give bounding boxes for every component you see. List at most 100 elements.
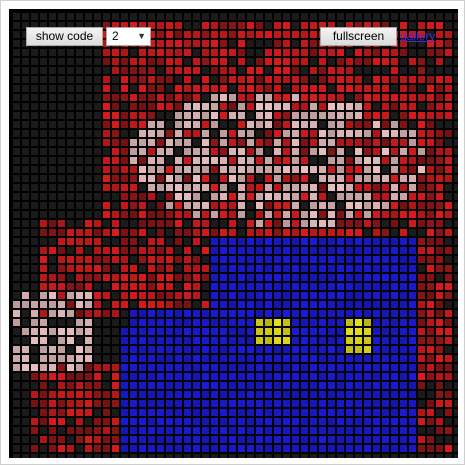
mosaic-tile-empty: [49, 256, 56, 263]
mosaic-tile-blue: [400, 337, 407, 344]
mosaic-tile-empty: [454, 184, 458, 191]
mosaic-tile-red: [157, 94, 164, 101]
mosaic-tile-red: [274, 49, 281, 56]
mosaic-tile-red: [256, 139, 263, 146]
mosaic-tile-red: [130, 283, 137, 290]
mosaic-tile-blue: [319, 445, 326, 452]
mosaic-tile-pink: [175, 130, 182, 137]
mosaic-tile-pink: [247, 157, 254, 164]
mosaic-tile-blue: [328, 346, 335, 353]
mosaic-tile-dark-red: [256, 58, 263, 65]
mosaic-tile-red: [355, 49, 362, 56]
mosaic-tile-empty: [454, 175, 458, 182]
mosaic-tile-empty: [58, 319, 65, 326]
mosaic-tile-blue: [310, 265, 317, 272]
mosaic-tile-blue: [400, 355, 407, 362]
mosaic-tile-pink: [85, 301, 92, 308]
mosaic-tile-blue: [373, 283, 380, 290]
mosaic-tile-red: [94, 292, 101, 299]
mosaic-tile-blue: [301, 373, 308, 380]
mosaic-tile-pink: [274, 148, 281, 155]
mosaic-tile-empty: [157, 193, 164, 200]
mosaic-tile-empty: [13, 94, 20, 101]
mosaic-tile-blue: [265, 418, 272, 425]
mosaic-tile-blue: [238, 400, 245, 407]
mosaic-tile-pink: [130, 139, 137, 146]
mosaic-tile-empty: [31, 94, 38, 101]
mosaic-tile-red: [310, 31, 317, 38]
mosaic-tile-dark-red: [31, 427, 38, 434]
mosaic-tile-empty: [364, 76, 371, 83]
mosaic-tile-dark-red: [427, 292, 434, 299]
mosaic-tile-blue: [355, 247, 362, 254]
mosaic-tile-empty: [265, 148, 272, 155]
mosaic-tile-red: [193, 67, 200, 74]
mosaic-tile-blue: [400, 274, 407, 281]
mosaic-tile-yellow: [346, 337, 353, 344]
mode-select[interactable]: 2 ▼: [106, 27, 151, 46]
mosaic-tile-dark-red: [49, 436, 56, 443]
mosaic-tile-empty: [85, 157, 92, 164]
mosaic-tile-empty: [67, 346, 74, 353]
mosaic-tile-red: [202, 121, 209, 128]
mosaic-tile-red: [247, 85, 254, 92]
mosaic-tile-empty: [40, 202, 47, 209]
mosaic-tile-red: [256, 31, 263, 38]
mosaic-tile-red: [67, 391, 74, 398]
mosaic-tile-empty: [400, 220, 407, 227]
mosaic-tile-blue: [283, 355, 290, 362]
mosaic-tile-blue: [409, 337, 416, 344]
mosaic-tile-empty: [40, 94, 47, 101]
mosaic-tile-pink: [184, 193, 191, 200]
mosaic-tile-empty: [76, 58, 83, 65]
mosaic-tile-pink: [22, 292, 29, 299]
mosaic-tile-dark-red: [157, 202, 164, 209]
mosaic-tile-red: [283, 121, 290, 128]
fullscreen-button[interactable]: fullscreen: [320, 27, 397, 46]
mosaic-tile-dark-red: [103, 265, 110, 272]
mosaic-tile-blue: [283, 445, 290, 452]
mosaic-tile-blue: [328, 373, 335, 380]
mosaic-tile-dark-red: [346, 157, 353, 164]
mosaic-tile-empty: [112, 265, 119, 272]
mosaic-tile-pink: [391, 121, 398, 128]
mosaic-tile-red: [148, 193, 155, 200]
mosaic-tile-blue: [175, 319, 182, 326]
mosaic-stage[interactable]: [9, 9, 458, 458]
mosaic-tile-blue: [220, 355, 227, 362]
mosaic-tile-blue: [382, 382, 389, 389]
mosaic-tile-pink: [202, 202, 209, 209]
mosaic-tile-yellow: [355, 346, 362, 353]
mosaic-tile-red: [355, 85, 362, 92]
mosaic-tile-blue: [139, 400, 146, 407]
show-code-button[interactable]: show code: [26, 27, 103, 46]
mosaic-tile-blue: [157, 400, 164, 407]
mosaic-tile-red: [292, 31, 299, 38]
mosaic-tile-dark-red: [85, 427, 92, 434]
mosaic-tile-empty: [445, 67, 452, 74]
mosaic-tile-dark-red: [121, 121, 128, 128]
mosaic-tile-blue: [301, 445, 308, 452]
mosaic-tile-blue: [391, 283, 398, 290]
mosaic-tile-blue: [229, 391, 236, 398]
mosaic-tile-empty: [337, 454, 344, 458]
mosaic-tile-empty: [373, 454, 380, 458]
mosaic-tile-blue: [373, 247, 380, 254]
mosaic-tile-pink: [283, 103, 290, 110]
mosaic-tile-dark-red: [31, 373, 38, 380]
mosaic-tile-blue: [400, 301, 407, 308]
mosaic-tile-red: [256, 67, 263, 74]
mosaic-tile-red: [445, 157, 452, 164]
mosaic-tile-red: [175, 49, 182, 56]
mosaic-tile-blue: [247, 310, 254, 317]
gallery-link[interactable]: gallery: [400, 29, 436, 43]
tile-mosaic-canvas[interactable]: [9, 9, 458, 458]
mosaic-tile-empty: [49, 130, 56, 137]
mosaic-tile-pink: [13, 319, 20, 326]
mosaic-tile-empty: [148, 229, 155, 236]
mosaic-tile-red: [436, 418, 443, 425]
mosaic-tile-empty: [193, 13, 200, 20]
mosaic-tile-blue: [310, 247, 317, 254]
mosaic-tile-dark-red: [175, 274, 182, 281]
mosaic-tile-blue: [238, 256, 245, 263]
